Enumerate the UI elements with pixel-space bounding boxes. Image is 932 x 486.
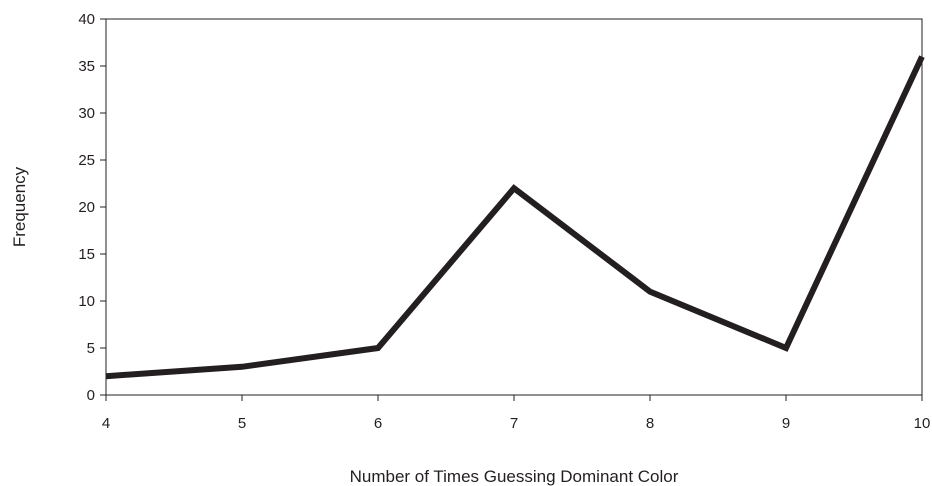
y-tick-label: 0	[87, 387, 95, 404]
y-tick-label: 40	[78, 11, 95, 28]
y-tick-label: 5	[87, 340, 95, 357]
x-tick-label: 4	[102, 415, 110, 432]
y-axis: 0 5 10 15 20 25 30 35 40	[78, 11, 106, 404]
data-point	[649, 291, 651, 293]
x-axis: 4 5 6 7 8 9 10	[102, 395, 931, 432]
data-point	[921, 56, 923, 58]
data-point	[513, 187, 515, 189]
plot-area-frame	[105, 18, 923, 396]
series-line	[105, 55, 925, 380]
y-axis-title: Frequency	[10, 166, 29, 247]
x-tick-label: 7	[510, 415, 518, 432]
series-group	[105, 55, 925, 380]
y-tick-label: 30	[78, 105, 95, 122]
data-point	[105, 375, 107, 377]
x-tick-label: 10	[914, 415, 931, 432]
data-point	[785, 347, 787, 349]
x-tick-label: 6	[374, 415, 382, 432]
x-tick-label: 5	[238, 415, 246, 432]
data-point	[377, 347, 379, 349]
y-tick-label: 20	[78, 199, 95, 216]
y-tick-label: 25	[78, 152, 95, 169]
y-tick-label: 15	[78, 246, 95, 263]
x-tick-label: 9	[782, 415, 790, 432]
y-tick-label: 35	[78, 58, 95, 75]
y-tick-label: 10	[78, 293, 95, 310]
x-tick-label: 8	[646, 415, 654, 432]
x-axis-title: Number of Times Guessing Dominant Color	[350, 467, 679, 486]
data-point	[241, 366, 243, 368]
